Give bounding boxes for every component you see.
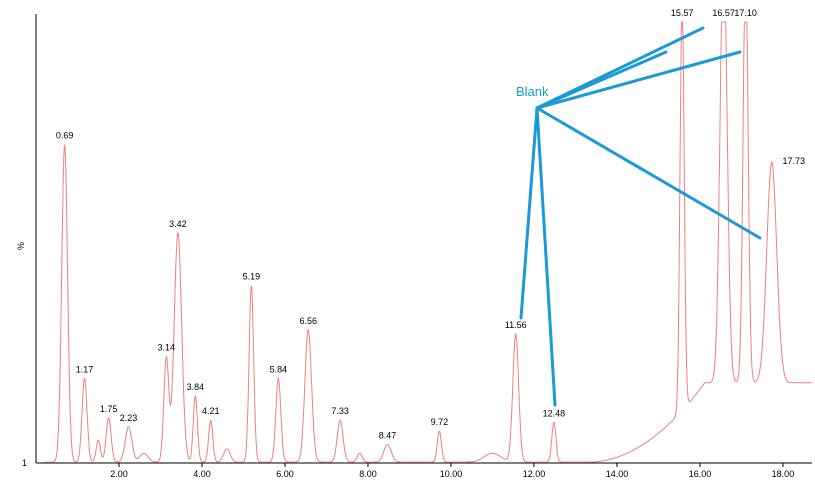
peak-label: 5.84 xyxy=(270,364,288,374)
peak-label: 3.84 xyxy=(187,382,205,392)
peak-label: 1.17 xyxy=(76,364,94,374)
x-tick-label: 18.00 xyxy=(772,469,795,479)
peak-label: 5.19 xyxy=(243,272,261,282)
blank-annotation-label: Blank xyxy=(516,84,549,99)
x-tick-label: 12.00 xyxy=(523,469,546,479)
x-ticks: 2.00 4.00 6.00 8.00 10.00 12.00 14.00 16.00 18.0… xyxy=(110,463,794,479)
peak-label: 3.14 xyxy=(158,343,176,353)
peak-label: 12.48 xyxy=(543,408,566,418)
annotation-line xyxy=(535,50,742,110)
peak-label: 4.21 xyxy=(202,406,220,416)
x-tick-label: 14.00 xyxy=(606,469,629,479)
peak-labels: 0.69 1.17 1.752.23 3.14 3.42 3.84 4.21 5.19 5.84… xyxy=(56,8,805,440)
peak-label: 8.47 xyxy=(379,430,397,440)
x-tick-label: 2.00 xyxy=(110,469,128,479)
x-tick-label: 4.00 xyxy=(193,469,211,479)
x-tick-label: 6.00 xyxy=(276,469,294,479)
peak-label: 0.69 xyxy=(56,131,74,141)
peak-label: 6.56 xyxy=(299,316,317,326)
x-tick-label: 8.00 xyxy=(359,469,377,479)
peak-label: 7.33 xyxy=(331,406,349,416)
peak-label: 1.75 xyxy=(100,404,118,414)
peak-label: 17.73 xyxy=(782,156,805,166)
peak-label: 3.42 xyxy=(169,219,187,229)
chromatogram-trace xyxy=(44,21,812,463)
peak-label: 9.72 xyxy=(431,417,449,427)
annotation-line xyxy=(535,106,557,407)
x-tick-label: 10.00 xyxy=(440,469,463,479)
y-bottom-label: 1 xyxy=(22,458,27,468)
peak-label: 16.57 xyxy=(712,8,735,18)
peak-label: 11.56 xyxy=(505,320,527,330)
x-tick-label: 16.00 xyxy=(689,469,712,479)
peak-label: 17.10 xyxy=(734,8,757,18)
y-axis-label: % xyxy=(16,242,26,250)
annotation-line xyxy=(519,106,539,320)
annotation-lines xyxy=(519,26,762,407)
axes: % 1 2.00 4.00 6.00 8.00 10.00 12.00 14.00 16.00… xyxy=(16,14,812,479)
annotation-line xyxy=(535,26,705,110)
peak-label: 15.57 xyxy=(671,8,694,18)
peak-label: 2.23 xyxy=(120,413,138,423)
annotation-line xyxy=(535,106,762,240)
